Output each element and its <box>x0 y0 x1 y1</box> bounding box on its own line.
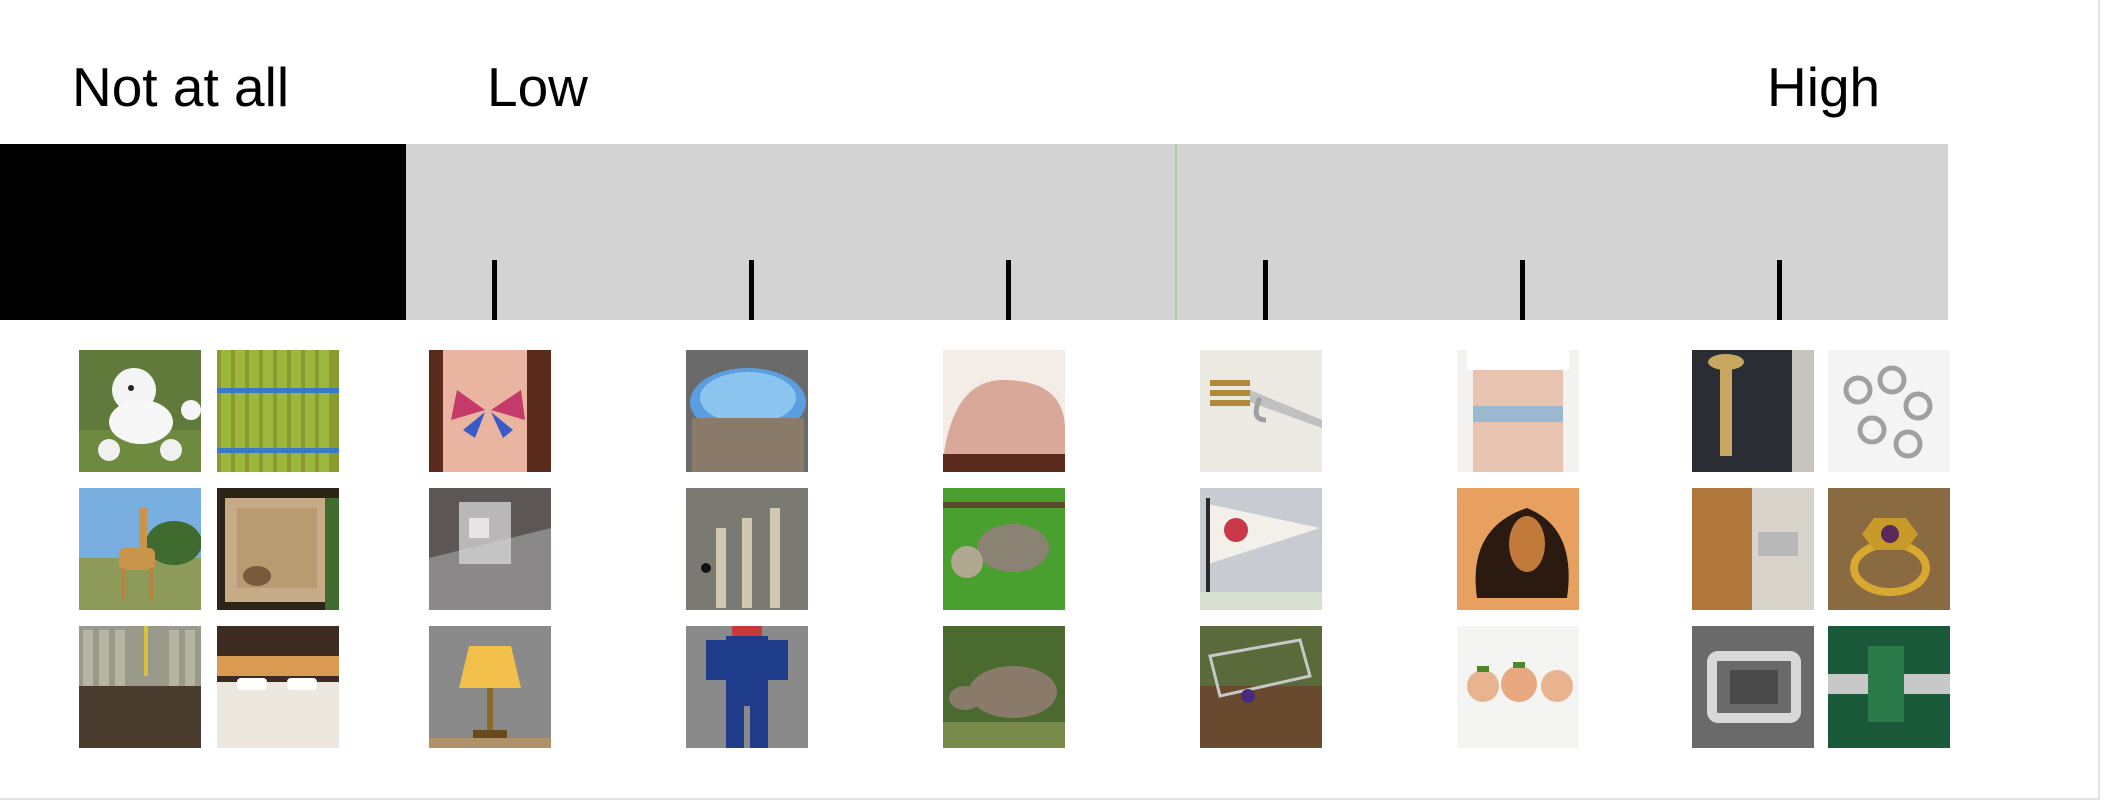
compost-pile-image <box>79 626 201 748</box>
table-lamp-image <box>429 626 551 748</box>
garter-image <box>1457 350 1579 472</box>
rhinoceros-image <box>943 626 1065 748</box>
mosquito-net-image <box>217 488 339 610</box>
not-at-all-label: Not at all <box>72 56 290 118</box>
knee-image <box>943 350 1065 472</box>
threaded-rod-image <box>1828 626 1950 748</box>
scale-tick-6 <box>1777 260 1782 320</box>
glass-block-image <box>429 488 551 610</box>
poodle-image <box>79 350 201 472</box>
rating-cursor[interactable] <box>1175 144 1177 320</box>
belt-buckle-image <box>1692 626 1814 748</box>
scale-tick-3 <box>1006 260 1011 320</box>
screw-image <box>1692 350 1814 472</box>
mops-image <box>686 488 808 610</box>
swivel-clasps-image <box>1828 350 1950 472</box>
gold-ring-image <box>1828 488 1950 610</box>
scale-tick-4 <box>1263 260 1268 320</box>
rating-slider[interactable] <box>0 144 1948 320</box>
giraffe-image <box>79 488 201 610</box>
pennant-image <box>1200 488 1322 610</box>
scale-tick-5 <box>1520 260 1525 320</box>
coveralls-image <box>686 626 808 748</box>
scale-tick-1 <box>492 260 497 320</box>
hotel-bed-image <box>217 626 339 748</box>
scale-tick-2 <box>749 260 754 320</box>
leather-shoe-image <box>1457 488 1579 610</box>
shopping-cart-image <box>1200 626 1322 748</box>
door-latch-image <box>1692 488 1814 610</box>
hot-tub-image <box>686 350 808 472</box>
sloth-image <box>943 488 1065 610</box>
high-label: High <box>1767 56 1881 118</box>
butterfly-tattoo-image <box>429 350 551 472</box>
scallops-image <box>1457 626 1579 748</box>
hook-tool-image <box>1200 350 1322 472</box>
not-at-all-region[interactable] <box>0 144 406 320</box>
asparagus-image <box>217 350 339 472</box>
low-label: Low <box>487 56 588 118</box>
